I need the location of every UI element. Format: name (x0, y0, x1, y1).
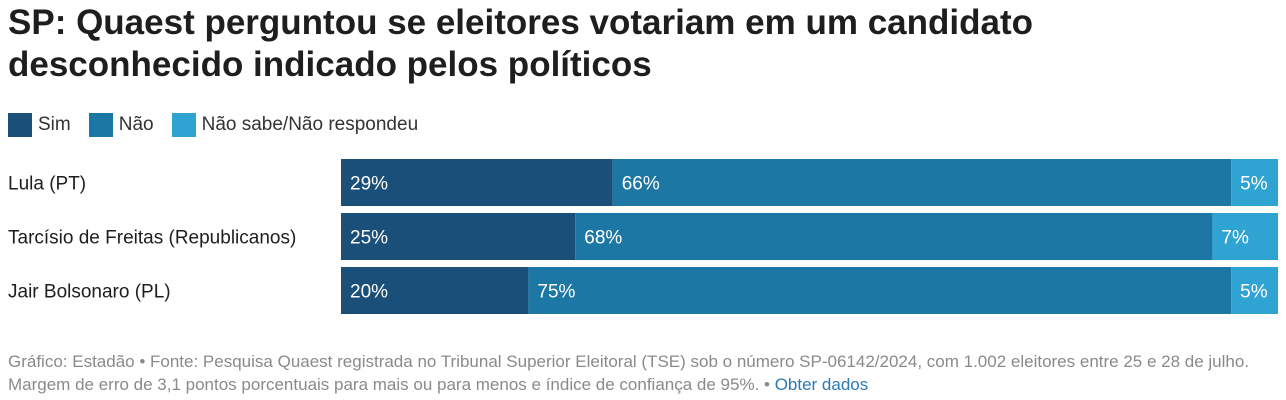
bar-segment-nao-sabe-nao-respondeu (1231, 267, 1278, 314)
legend-item-sim: Sim (8, 113, 71, 137)
footer: Gráfico: Estadão • Fonte: Pesquisa Quaes… (8, 350, 1280, 396)
data-label: 75% (537, 282, 575, 303)
bar-segment-sim (341, 267, 529, 314)
legend: Sim Não Não sabe/Não respondeu (8, 113, 436, 137)
category-label: Jair Bolsonaro (PL) (8, 282, 171, 303)
legend-swatch-sim (8, 113, 32, 137)
bar-segment-nao (528, 267, 1232, 314)
category-label: Tarcísio de Freitas (Republicanos) (8, 228, 296, 249)
get-data-link[interactable]: Obter dados (774, 375, 869, 394)
bar-segment-nao-sabe-nao-respondeu (1212, 213, 1278, 260)
legend-label-nao-sabe: Não sabe/Não respondeu (201, 114, 419, 135)
data-label: 20% (350, 282, 388, 303)
data-label: 66% (622, 174, 660, 195)
data-label: 7% (1221, 228, 1249, 249)
category-label: Lula (PT) (8, 174, 86, 195)
footer-source-text: Gráfico: Estadão • Fonte: Pesquisa Quaes… (8, 352, 1250, 394)
data-label: 5% (1240, 282, 1268, 303)
data-label: 25% (350, 228, 388, 249)
bar-segment-sim (341, 213, 576, 260)
legend-swatch-nao (88, 113, 113, 137)
chart-title: SP: Quaest perguntou se eleitores votari… (8, 3, 1033, 84)
bar-segment-nao (575, 213, 1213, 260)
legend-item-nao-sabe: Não sabe/Não respondeu (171, 113, 419, 137)
stacked-bar-chart: Lula (PT) 29% 66% 5% Tarcísio de Freitas (Re… (8, 159, 1278, 314)
bar-row-jair-bolsonaro-pl: Jair Bolsonaro (PL) 20% 75% 5% (8, 267, 1278, 314)
bar-row-tarcisio-de-freitas-republicanos: Tarcísio de Freitas (Republicanos) 25% 68%… (8, 213, 1278, 260)
data-label: 68% (584, 228, 622, 249)
data-label: 29% (350, 174, 388, 195)
legend-label-sim: Sim (38, 114, 71, 135)
legend-swatch-nao-sabe (171, 113, 196, 137)
bar-row-lula-pt: Lula (PT) 29% 66% 5% (8, 159, 1278, 206)
legend-item-nao: Não (88, 113, 154, 137)
legend-label-nao: Não (118, 114, 154, 135)
bar-segment-nao-sabe-nao-respondeu (1231, 159, 1278, 206)
bar-segment-nao (612, 159, 1232, 206)
data-label: 5% (1240, 174, 1268, 195)
bar-segment-sim (341, 159, 613, 206)
